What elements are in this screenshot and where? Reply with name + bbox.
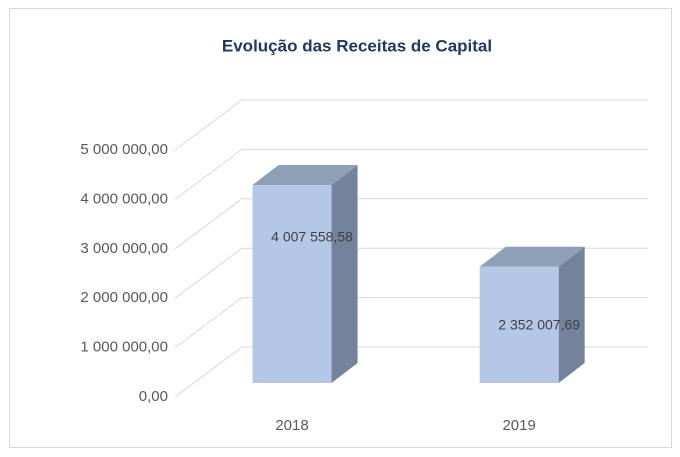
bar-side (331, 165, 358, 383)
bar (479, 246, 585, 383)
y-tick-label: 1 000 000,00 (80, 339, 168, 356)
y-tick-label: 4 000 000,00 (80, 190, 168, 207)
x-tick-label: 2019 (502, 417, 535, 434)
y-tick-label: 2 000 000,00 (80, 289, 168, 306)
grid-line (174, 148, 648, 200)
y-tick-label: 5 000 000,00 (80, 141, 168, 158)
grid-line (174, 198, 648, 250)
bar (252, 165, 358, 383)
bar-front (252, 185, 332, 383)
x-tick-label: 2018 (275, 417, 308, 434)
bar-side (558, 246, 585, 383)
bar-top (252, 165, 358, 186)
grid-line (174, 99, 648, 151)
y-tick-label: 0,00 (139, 388, 168, 405)
value-label: 2 352 007,69 (498, 317, 580, 333)
bar-front (479, 266, 559, 383)
y-tick-label: 3 000 000,00 (80, 240, 168, 257)
chart-title: Evolução das Receitas de Capital (222, 36, 492, 55)
value-label: 4 007 558,58 (271, 229, 353, 245)
bar-top (479, 246, 585, 267)
